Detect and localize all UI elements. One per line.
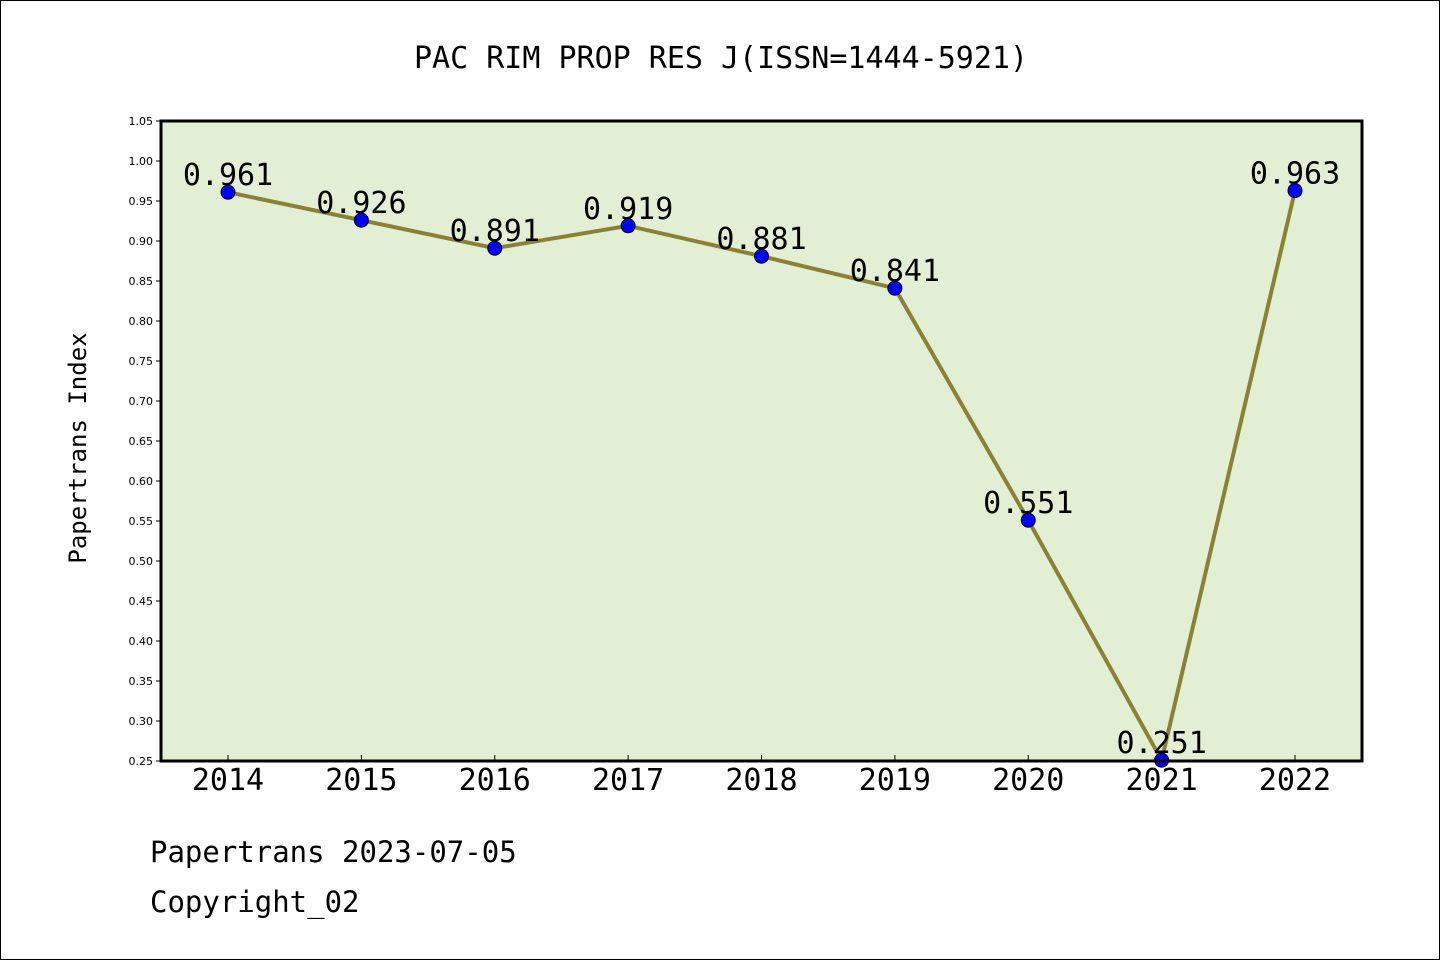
y-axis-label: Papertrans Index [64, 332, 92, 563]
y-tick-label: 0.60 [129, 475, 154, 488]
data-point [887, 280, 903, 296]
plot-frame [159, 119, 1364, 763]
data-point [353, 212, 369, 228]
footer-date: Papertrans 2023-07-05 [150, 835, 517, 869]
y-tick-label: 0.65 [129, 435, 154, 448]
data-point [620, 218, 636, 234]
chart-title: PAC RIM PROP RES J(ISSN=1444-5921) [414, 41, 1028, 76]
data-points [220, 183, 1303, 768]
x-tick-label: 2021 [1126, 763, 1198, 798]
data-label: 0.251 [1116, 726, 1206, 761]
x-tick-label: 2016 [459, 763, 531, 798]
data-label: 0.841 [850, 254, 940, 289]
y-tick-label: 0.55 [129, 515, 154, 528]
data-label: 0.919 [583, 192, 673, 227]
y-tick-label: 0.50 [129, 555, 154, 568]
y-tick-label: 0.80 [129, 315, 154, 328]
x-tick-label: 2019 [859, 763, 931, 798]
x-tick-label: 2015 [325, 763, 397, 798]
data-labels: 0.961 0.926 0.891 0.919 0.881 0.841 0.551 0.251… [183, 157, 1340, 762]
data-label: 0.926 [316, 186, 406, 221]
y-tick-label: 0.70 [129, 395, 154, 408]
y-tick-label: 0.95 [129, 195, 154, 208]
y-tick-label: 0.30 [129, 715, 154, 728]
x-tick-label: 2018 [725, 763, 797, 798]
y-tick-label: 1.05 [129, 115, 154, 128]
data-point [754, 248, 769, 264]
data-label: 0.961 [183, 158, 273, 193]
data-label: 0.881 [716, 222, 806, 257]
y-tick-label: 0.90 [129, 235, 154, 248]
y-tick-label: 0.40 [129, 635, 154, 648]
x-tick-label: 2022 [1259, 763, 1331, 798]
data-point [487, 240, 503, 256]
y-tick-label: 0.45 [129, 595, 154, 608]
x-tick-label: 2020 [992, 763, 1064, 798]
data-point [1020, 512, 1036, 528]
x-tick-label: 2017 [592, 763, 664, 798]
x-axis: 2014 2015 2016 2017 2018 2019 2020 2021 2022 [192, 755, 1331, 798]
data-label: 0.963 [1250, 157, 1340, 192]
y-tick-label: 0.85 [129, 275, 154, 288]
data-label: 0.551 [983, 486, 1073, 521]
y-tick-label: 1.00 [129, 155, 154, 168]
y-tick-label: 0.25 [129, 755, 154, 768]
y-tick-label: 0.35 [129, 675, 154, 688]
data-point [220, 184, 236, 200]
y-tick-label: 0.75 [129, 355, 154, 368]
footer-copyright: Copyright_02 [150, 885, 360, 919]
y-axis: 0.25 0.30 0.35 0.40 0.45 0.50 0.55 0.60 0.65 0.70… [129, 115, 161, 768]
data-point [1287, 183, 1303, 199]
data-label: 0.891 [450, 214, 540, 249]
x-tick-label: 2014 [192, 763, 264, 798]
